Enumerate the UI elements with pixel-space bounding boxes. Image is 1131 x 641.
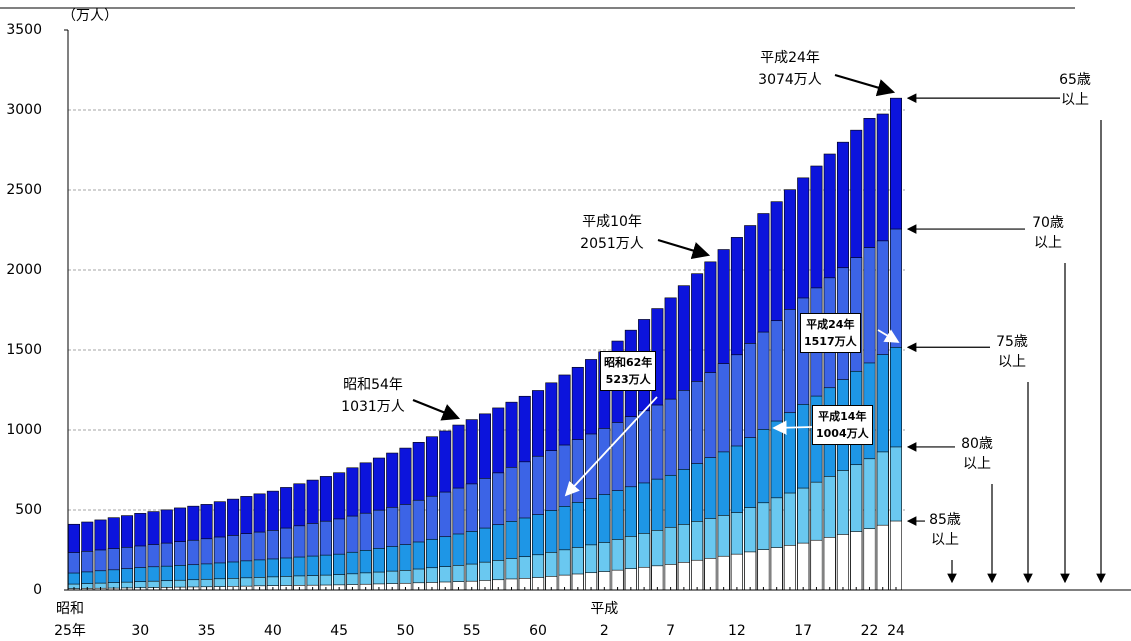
y-tick-label: 3500 xyxy=(6,22,42,38)
y-tick-label: 0 xyxy=(33,582,42,598)
annotation-box: 昭和62年 523万人 xyxy=(600,351,657,391)
x-tick-label: 35 xyxy=(198,623,216,639)
y-axis-label: （万人） xyxy=(62,8,118,24)
bar xyxy=(730,553,743,591)
bar xyxy=(797,542,810,591)
era-label: 昭和 xyxy=(56,601,84,617)
bar xyxy=(624,568,637,591)
bar xyxy=(677,562,690,591)
bar xyxy=(651,565,664,591)
y-tick-label: 1000 xyxy=(6,422,42,438)
y-tick-label: 500 xyxy=(15,502,42,518)
x-tick-label: 55 xyxy=(463,623,481,639)
bar xyxy=(744,551,757,591)
annotation-value: 2051万人 xyxy=(580,236,644,252)
bar xyxy=(850,531,863,591)
x-tick-label: 22 xyxy=(861,623,879,639)
bar xyxy=(823,537,836,591)
annotation-text: 昭和62年 xyxy=(604,356,653,369)
bar xyxy=(704,558,717,591)
annotation-box: 平成24年 1517万人 xyxy=(800,313,861,353)
annotation-text: 平成14年 xyxy=(818,410,867,423)
annotation-text: 523万人 xyxy=(605,373,651,386)
annotation-text: 平成24年 xyxy=(806,318,855,331)
annotation-value: 3074万人 xyxy=(758,72,822,88)
y-tick-label: 1500 xyxy=(6,342,42,358)
x-tick-label: 24 xyxy=(887,623,905,639)
bar xyxy=(638,566,651,591)
annotation-label: 平成10年 xyxy=(582,214,642,230)
annotation-label: 昭和54年 xyxy=(343,377,403,393)
bar xyxy=(876,524,889,591)
bar xyxy=(691,559,704,591)
annotation-value: 1031万人 xyxy=(341,399,405,415)
annotation-arrow xyxy=(412,398,461,421)
x-tick-label: 40 xyxy=(264,623,282,639)
legend-label: 85歳以上 xyxy=(929,512,961,548)
y-tick-label: 3000 xyxy=(6,102,42,118)
x-tick-label: 25年 xyxy=(54,623,86,639)
era-label: 平成 xyxy=(590,601,618,617)
bar xyxy=(810,539,823,591)
legend-label: 70歳以上 xyxy=(1032,215,1064,251)
x-tick-label: 17 xyxy=(794,623,812,639)
annotation-arrow xyxy=(564,396,658,497)
x-tick-label: 30 xyxy=(131,623,149,639)
x-tick-label: 60 xyxy=(529,623,547,639)
x-tick-label: 2 xyxy=(600,623,609,639)
y-tick-label: 2000 xyxy=(6,262,42,278)
bar xyxy=(664,564,677,591)
annotation-arrow xyxy=(834,73,896,97)
x-tick-label: 7 xyxy=(666,623,675,639)
x-tick-label: 45 xyxy=(330,623,348,639)
annotation-arrow xyxy=(657,238,711,260)
x-tick-label: 50 xyxy=(397,623,415,639)
annotation-arrow xyxy=(877,329,900,343)
legend-label: 80歳以上 xyxy=(961,436,993,472)
y-tick-label: 2500 xyxy=(6,182,42,198)
annotation-arrow xyxy=(772,420,813,435)
bar xyxy=(717,555,730,591)
bar xyxy=(889,520,903,591)
legend-label: 65歳以上 xyxy=(1059,72,1091,108)
x-tick-label: 12 xyxy=(728,623,746,639)
bar xyxy=(770,547,783,591)
annotation-text: 1517万人 xyxy=(804,335,857,348)
bar xyxy=(863,528,876,591)
bar xyxy=(757,549,770,591)
bar xyxy=(783,545,796,591)
annotation-label: 平成24年 xyxy=(760,50,820,66)
annotation-text: 1004万人 xyxy=(816,427,869,440)
legend-label: 75歳以上 xyxy=(996,334,1028,370)
annotation-box: 平成14年 1004万人 xyxy=(812,405,873,445)
bar xyxy=(836,534,849,591)
